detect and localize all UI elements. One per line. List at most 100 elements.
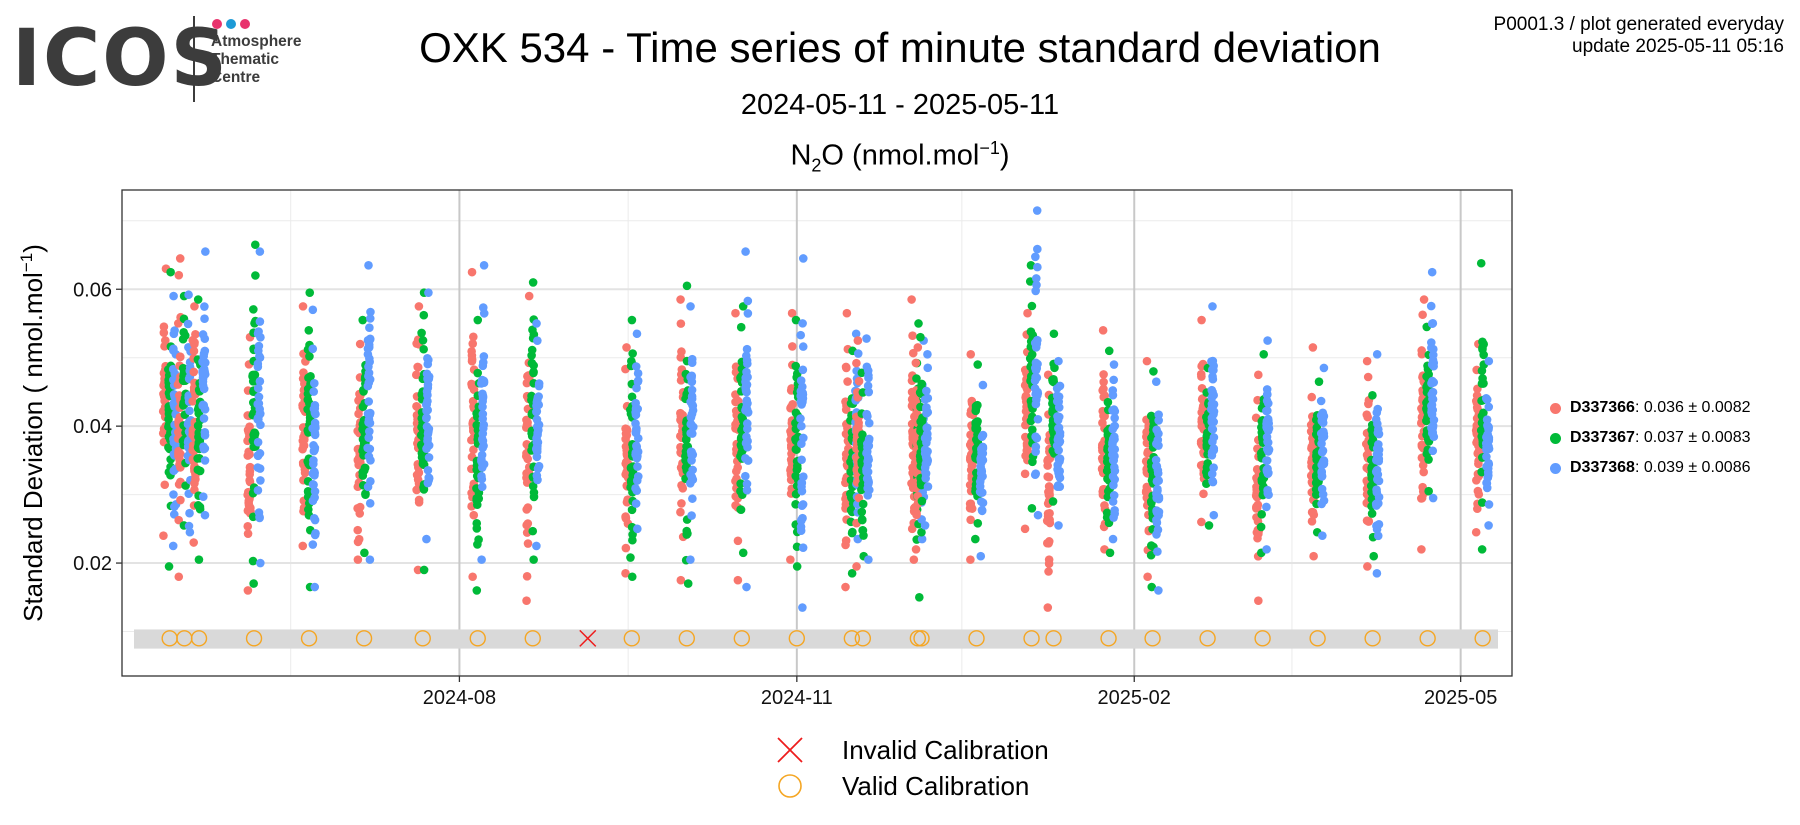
point-d337367	[193, 465, 203, 475]
valid-calibration-marker	[300, 630, 318, 647]
point-d337368	[365, 323, 374, 333]
point-d337368	[199, 384, 209, 394]
point-d337368	[423, 434, 433, 443]
point-d337366	[912, 508, 921, 518]
point-d337368	[798, 342, 808, 351]
point-d337366	[676, 575, 686, 585]
point-d337367	[1105, 548, 1115, 558]
point-d337367	[1048, 497, 1058, 506]
point-d337368	[797, 455, 806, 465]
point-d337368	[923, 447, 932, 456]
point-d337367	[1149, 367, 1158, 376]
point-d337367	[857, 515, 867, 524]
point-d337368	[1318, 408, 1328, 418]
point-d337368	[632, 329, 642, 339]
valid-calibration-marker	[1023, 630, 1040, 647]
point-d337368	[742, 479, 752, 489]
point-d337368	[310, 379, 319, 388]
point-d337368	[1374, 456, 1384, 466]
point-d337366	[841, 362, 851, 372]
point-d337368	[632, 486, 642, 495]
point-d337366	[1472, 403, 1482, 412]
point-d337366	[733, 463, 743, 472]
point-d337368	[922, 386, 931, 396]
point-d337368	[1054, 471, 1064, 481]
point-d337367	[1311, 478, 1321, 488]
point-d337368	[1372, 465, 1382, 475]
point-d337368	[308, 305, 318, 315]
x-tick-label: 2024-11	[761, 687, 833, 709]
point-d337368	[798, 365, 808, 375]
point-d337368	[799, 472, 808, 482]
point-d337368	[1108, 472, 1118, 481]
logo-dot	[212, 19, 222, 29]
point-d337368	[633, 462, 642, 471]
point-d337368	[363, 482, 373, 492]
point-d337368	[308, 496, 318, 506]
valid-calibration-marker	[733, 630, 751, 647]
point-d337368	[975, 477, 985, 486]
legend-item-d337367: D337367: 0.037 ± 0.0083	[1550, 423, 1751, 453]
point-d337368	[1317, 460, 1326, 470]
logo-wordmark: ICOS	[12, 14, 229, 104]
point-d337368	[864, 555, 873, 564]
point-d337366	[522, 596, 531, 606]
point-d337368	[364, 260, 373, 270]
legend-series-stats: : 0.037 ± 0.0083	[1634, 429, 1751, 446]
point-d337366	[1417, 493, 1427, 503]
point-d337368	[364, 340, 374, 350]
point-d337368	[1263, 406, 1272, 415]
point-d337366	[621, 543, 631, 553]
valid-calibration-marker	[1045, 630, 1062, 647]
point-d337368	[1052, 391, 1062, 400]
point-d337368	[743, 424, 752, 434]
point-d337368	[477, 555, 486, 564]
point-d337368	[633, 472, 643, 481]
point-d337368	[743, 296, 753, 306]
point-d337368	[977, 449, 987, 458]
legend-swatch	[1550, 432, 1561, 444]
valid-calibration-marker	[909, 630, 927, 647]
point-d337366	[854, 493, 864, 503]
point-d337368	[798, 396, 807, 406]
point-d337368	[797, 439, 806, 449]
point-d337367	[305, 288, 315, 297]
point-d337368	[917, 534, 927, 544]
point-d337366	[852, 358, 861, 368]
valid-calibration-marker	[968, 630, 985, 647]
circle-icon	[778, 774, 802, 798]
valid-calibration-marker	[788, 630, 806, 647]
point-d337368	[1262, 419, 1271, 429]
point-d337366	[1043, 603, 1053, 612]
update-timestamp: update 2025-05-11 05:16	[1572, 36, 1784, 57]
point-d337367	[736, 505, 745, 514]
point-d337366	[1471, 527, 1481, 537]
point-d337366	[911, 358, 921, 368]
point-d337368	[253, 451, 263, 461]
point-d337368	[1263, 485, 1272, 495]
point-d337368	[1031, 274, 1041, 283]
point-d337366	[1308, 343, 1318, 352]
point-d337367	[472, 519, 482, 528]
point-d337366	[175, 254, 185, 263]
point-d337368	[1263, 399, 1273, 408]
point-d337367	[1478, 337, 1487, 347]
point-d337368	[1033, 244, 1042, 254]
point-d337368	[1319, 432, 1329, 441]
point-d337367	[1477, 366, 1487, 376]
point-d337368	[1030, 376, 1040, 385]
point-d337368	[742, 344, 752, 354]
point-d337368	[169, 291, 178, 301]
point-d337368	[364, 452, 374, 461]
point-d337367	[858, 525, 867, 535]
valid-calibration-marker	[469, 630, 486, 647]
point-d337367	[1477, 379, 1487, 388]
unit-superscript: −1	[979, 138, 1000, 158]
point-d337368	[1318, 418, 1328, 428]
point-d337366	[909, 555, 919, 564]
point-d337366	[911, 545, 921, 554]
point-d337366	[1142, 482, 1152, 492]
point-d337366	[1474, 490, 1484, 499]
legend-series-name: D337367	[1570, 429, 1635, 446]
